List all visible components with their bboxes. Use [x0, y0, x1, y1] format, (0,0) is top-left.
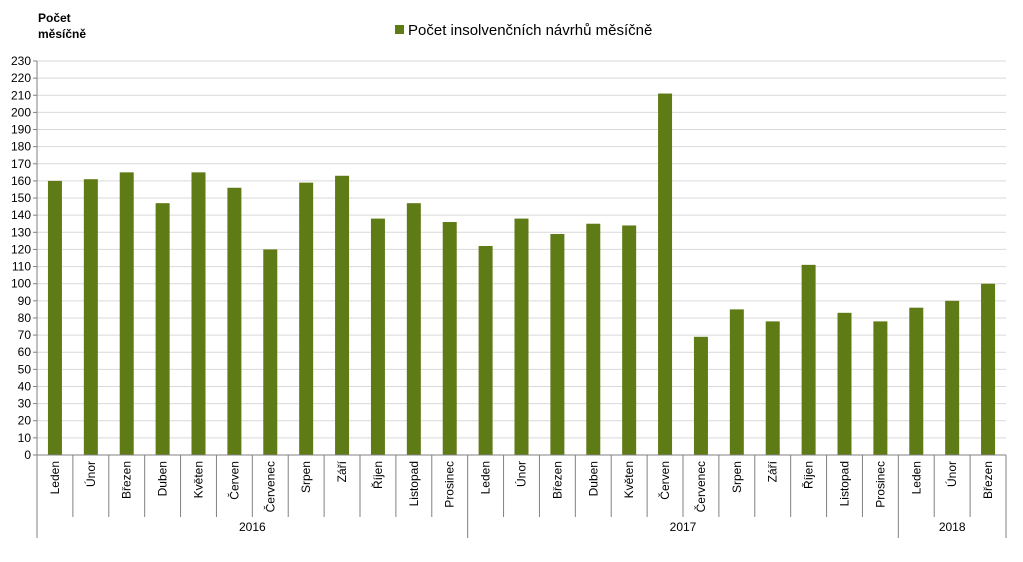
- x-year-label: 2018: [939, 520, 966, 534]
- bar: [693, 336, 708, 455]
- x-category-label: Listopad: [407, 461, 421, 506]
- x-category-label: Únor: [83, 461, 98, 487]
- x-category-label: Leden: [909, 461, 923, 494]
- bar: [658, 93, 673, 456]
- bar: [945, 300, 960, 455]
- x-category-label: Březen: [550, 461, 564, 499]
- bars: [47, 93, 996, 456]
- x-category-label: Duben: [586, 461, 600, 496]
- bar: [335, 175, 350, 455]
- x-category-label: Únor: [944, 461, 959, 487]
- bar: [299, 182, 314, 455]
- bar: [550, 234, 565, 455]
- x-category-label: Květen: [192, 461, 206, 498]
- x-year-label: 2017: [670, 520, 697, 534]
- x-category-label: Srpen: [730, 461, 744, 493]
- axis-labels: 0 10 20 30 40 50 60 70 80 90 100 110 120 130 140 150 160…: [11, 54, 995, 534]
- x-category-label: Leden: [48, 461, 62, 494]
- bar: [155, 203, 170, 455]
- bar: [514, 218, 529, 455]
- bar: [47, 180, 62, 456]
- bar: [729, 309, 744, 455]
- y-tick-label: 180: [11, 140, 31, 154]
- x-category-label: Červenec: [693, 461, 708, 512]
- y-tick-label: 150: [11, 191, 31, 205]
- bar: [119, 172, 134, 455]
- y-tick-label: 60: [18, 345, 32, 359]
- bar: [191, 172, 206, 455]
- bar: [406, 203, 421, 455]
- bar: [909, 307, 924, 455]
- y-tick-label: 140: [11, 208, 31, 222]
- x-category-label: Září: [335, 460, 349, 482]
- y-tick-label: 160: [11, 174, 31, 188]
- bar: [873, 321, 888, 455]
- y-tick-label: 20: [18, 414, 32, 428]
- bar: [837, 312, 852, 455]
- x-category-label: Prosinec: [873, 461, 887, 508]
- y-tick-label: 220: [11, 71, 31, 85]
- y-tick-label: 70: [18, 328, 32, 342]
- x-category-label: Duben: [156, 461, 170, 496]
- bar: [442, 222, 457, 455]
- y-tick-label: 0: [24, 448, 31, 462]
- y-tick-label: 50: [18, 362, 32, 376]
- x-category-label: Březen: [981, 461, 995, 499]
- y-tick-label: 120: [11, 242, 31, 256]
- bar: [622, 225, 637, 455]
- x-year-label: 2016: [239, 520, 266, 534]
- y-tick-label: 130: [11, 225, 31, 239]
- y-tick-label: 40: [18, 379, 32, 393]
- bar: [586, 223, 601, 455]
- x-category-label: Leden: [479, 461, 493, 494]
- bar: [370, 218, 385, 455]
- y-tick-label: 200: [11, 105, 31, 119]
- x-category-label: Prosinec: [443, 461, 457, 508]
- x-category-label: Březen: [120, 461, 134, 499]
- x-category-label: Červen: [226, 461, 241, 500]
- y-tick-label: 110: [12, 260, 31, 274]
- y-tick-label: 170: [11, 157, 31, 171]
- x-category-label: Červenec: [262, 461, 277, 512]
- bar: [478, 246, 493, 455]
- y-tick-label: 30: [18, 397, 32, 411]
- x-category-label: Srpen: [299, 461, 313, 493]
- y-tick-label: 90: [18, 294, 32, 308]
- x-category-label: Září: [766, 460, 780, 482]
- y-tick-label: 210: [11, 88, 31, 102]
- bar: [83, 179, 98, 455]
- y-axis-title-line-1: Počet: [38, 11, 71, 25]
- x-category-label: Květen: [622, 461, 636, 498]
- axes: [33, 60, 1007, 538]
- x-category-label: Únor: [514, 461, 529, 487]
- bar: [263, 249, 278, 455]
- bar: [765, 321, 780, 455]
- legend-label: Počet insolvenčních návrhů měsíčně: [408, 22, 652, 39]
- x-category-label: Říjen: [801, 461, 816, 489]
- legend-swatch: [395, 25, 404, 34]
- x-category-label: Červen: [657, 461, 672, 500]
- y-tick-label: 100: [11, 277, 31, 291]
- x-category-label: Listopad: [838, 461, 852, 506]
- bar: [801, 264, 816, 455]
- y-tick-label: 230: [11, 54, 31, 68]
- y-tick-label: 80: [18, 311, 32, 325]
- bar: [981, 283, 996, 455]
- y-tick-label: 10: [18, 431, 32, 445]
- y-axis-title-line-2: měsíčně: [38, 27, 86, 41]
- y-tick-label: 190: [11, 123, 31, 137]
- bar: [227, 187, 242, 456]
- x-category-label: Říjen: [370, 461, 385, 489]
